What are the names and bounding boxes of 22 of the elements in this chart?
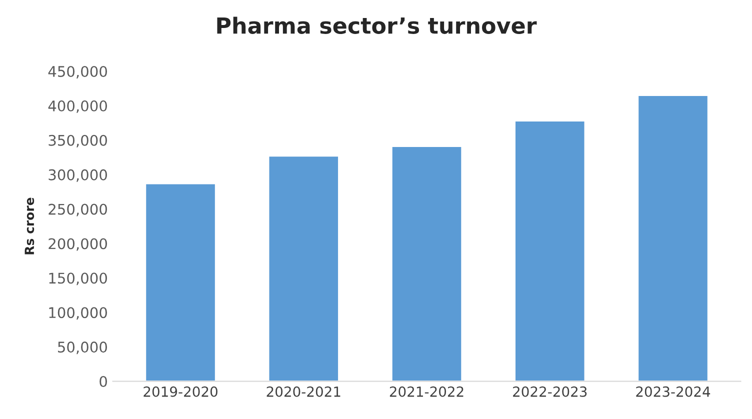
bar (144, 182, 216, 382)
x-tick-label: 2019-2020 (144, 386, 218, 397)
y-tick-label: 450,000 (48, 66, 107, 78)
chart-title: Pharma sector’s turnover (217, 16, 537, 34)
y-tick-label: 100,000 (49, 307, 107, 320)
bar (268, 155, 340, 382)
x-tick-label: 2023-2024 (636, 386, 710, 397)
y-tick-label: 350,000 (48, 134, 107, 148)
y-tick-label: 250,000 (48, 204, 107, 216)
y-tick-label: 200,000 (48, 238, 107, 251)
x-tick-label: 2022-2023 (513, 386, 587, 397)
y-tick-label: 150,000 (49, 272, 107, 286)
x-tick-label: 2021-2022 (390, 386, 464, 397)
y-axis-title: Rs crore (24, 198, 34, 254)
bar (514, 120, 586, 382)
y-tick-label: 400,000 (48, 100, 107, 113)
y-tick-label: 50,000 (58, 342, 107, 354)
y-tick-label: 300,000 (48, 169, 107, 182)
bar (390, 146, 463, 382)
x-tick-label: 2020-2021 (266, 386, 340, 397)
y-tick-label: 0 (100, 376, 107, 388)
bar (637, 94, 709, 382)
